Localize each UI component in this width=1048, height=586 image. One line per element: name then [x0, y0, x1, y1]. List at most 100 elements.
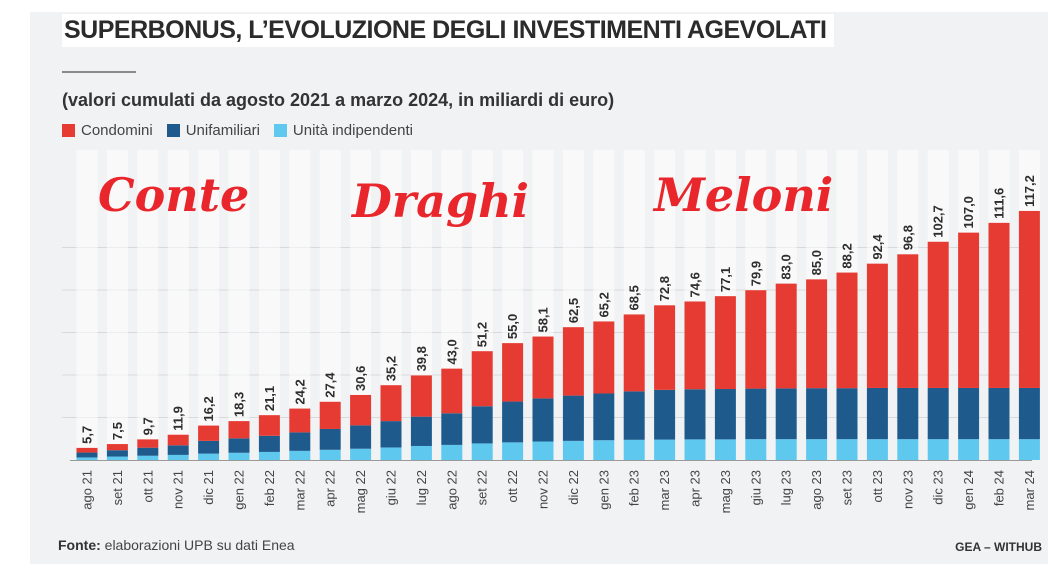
bar-segment-indipendenti: [1018, 439, 1040, 460]
column-background: [258, 150, 280, 460]
bar-segment-condomini: [714, 296, 736, 390]
column-background: [228, 150, 250, 460]
bar-value-label: 88,2: [840, 243, 855, 268]
bar-value-label: 85,0: [809, 250, 824, 275]
bar-segment-condomini: [654, 305, 676, 390]
bar-segment-indipendenti: [866, 439, 888, 460]
x-tick-label: lug 22: [414, 470, 429, 505]
bar-segment-condomini: [410, 375, 432, 417]
bar-segment-unifamiliari: [775, 388, 797, 440]
bar-segment-indipendenti: [289, 450, 311, 460]
bar-segment-indipendenti: [380, 447, 402, 460]
x-tick-label: feb 22: [262, 470, 277, 506]
x-tick-label: apr 22: [323, 470, 338, 507]
x-tick-label: mag 23: [718, 470, 733, 513]
bar-segment-condomini: [167, 434, 189, 446]
legend-item-unifamiliari: Unifamiliari: [166, 122, 260, 139]
overlay-label-draghi: Draghi: [352, 174, 530, 228]
x-tick-label: dic 21: [201, 470, 216, 505]
x-tick-label: nov 22: [536, 470, 551, 509]
bar-segment-indipendenti: [927, 439, 949, 460]
column-background: [137, 150, 159, 460]
x-tick-label: gen 23: [596, 470, 611, 510]
bar-segment-unifamiliari: [1018, 387, 1040, 440]
x-tick-label: dic 23: [931, 470, 946, 505]
legend-swatch-indipendenti: [273, 124, 287, 137]
bar-segment-unifamiliari: [745, 388, 767, 440]
bar-value-label: 111,6: [992, 188, 1007, 219]
bar-value-label: 72,8: [657, 276, 672, 301]
source-note: Fonte: elaborazioni UPB su dati Enea: [58, 537, 295, 553]
bar-segment-unifamiliari: [806, 388, 828, 440]
x-tick-label: apr 23: [688, 470, 703, 507]
bar-value-label: 79,9: [748, 261, 763, 286]
bar-segment-unifamiliari: [289, 432, 311, 451]
x-tick-label: feb 23: [627, 470, 642, 506]
legend-item-condomini: Condomini: [62, 122, 153, 139]
x-tick-label: ott 21: [140, 470, 155, 503]
bar-segment-unifamiliari: [441, 413, 463, 445]
bar-segment-condomini: [502, 343, 524, 402]
bar-value-label: 51,2: [475, 322, 490, 347]
bar-segment-indipendenti: [532, 441, 554, 460]
bar-segment-unifamiliari: [623, 391, 645, 440]
bar-segment-indipendenti: [471, 443, 493, 460]
x-tick-label: ott 22: [505, 470, 520, 503]
bar-segment-indipendenti: [502, 442, 524, 460]
source-label: Fonte:: [58, 537, 101, 553]
bar-value-label: 21,1: [262, 386, 277, 411]
overlay-label-meloni: Meloni: [654, 168, 834, 222]
bar-segment-condomini: [958, 232, 980, 388]
source-text: elaborazioni UPB su dati Enea: [104, 537, 295, 553]
bar-value-label: 74,6: [688, 272, 703, 297]
x-tick-label: ago 21: [80, 470, 95, 510]
bar-segment-indipendenti: [623, 439, 645, 460]
bar-value-label: 107,0: [961, 196, 976, 229]
bar-segment-indipendenti: [654, 439, 676, 460]
bar-segment-unifamiliari: [562, 395, 584, 441]
bar-value-label: 35,2: [384, 356, 399, 381]
bar-segment-indipendenti: [562, 440, 584, 460]
column-background: [289, 150, 311, 460]
bar-segment-unifamiliari: [532, 398, 554, 442]
overlay-label-conte: Conte: [98, 168, 250, 222]
bar-segment-unifamiliari: [897, 387, 919, 440]
chart-title: SUPERBONUS, L’EVOLUZIONE DEGLI INVESTIME…: [62, 14, 835, 47]
bar-segment-indipendenti: [775, 439, 797, 460]
bar-segment-unifamiliari: [319, 428, 341, 450]
legend-label-condomini: Condomini: [81, 122, 153, 139]
bar-value-label: 43,0: [444, 339, 459, 364]
title-divider: [62, 71, 136, 73]
bar-segment-indipendenti: [76, 457, 98, 460]
bar-segment-condomini: [775, 283, 797, 389]
bar-value-label: 55,0: [505, 314, 520, 339]
bar-segment-condomini: [836, 272, 858, 389]
bar-value-label: 65,2: [596, 292, 611, 317]
x-tick-label: mag 22: [353, 470, 368, 513]
x-tick-label: ago 23: [809, 470, 824, 510]
bar-segment-indipendenti: [441, 444, 463, 460]
bar-segment-unifamiliari: [380, 421, 402, 448]
bar-segment-condomini: [866, 263, 888, 388]
bar-segment-unifamiliari: [198, 440, 220, 454]
bar-segment-indipendenti: [198, 453, 220, 460]
x-tick-label: gen 24: [961, 470, 976, 510]
bar-segment-condomini: [258, 415, 280, 436]
legend-swatch-unifamiliari: [166, 124, 180, 137]
legend-label-indipendenti: Unità indipendenti: [292, 122, 413, 139]
bar-segment-condomini: [350, 394, 372, 426]
bar-segment-indipendenti: [137, 455, 159, 460]
bar-value-label: 24,2: [292, 379, 307, 404]
bar-segment-condomini: [198, 425, 220, 441]
bar-segment-unifamiliari: [593, 393, 615, 441]
bar-segment-condomini: [593, 321, 615, 394]
bar-segment-unifamiliari: [654, 389, 676, 440]
x-tick-label: set 22: [475, 470, 490, 505]
bar-value-label: 27,4: [323, 372, 338, 398]
bar-segment-condomini: [623, 314, 645, 392]
bar-segment-unifamiliari: [988, 387, 1010, 440]
legend-swatch-condomini: [62, 124, 75, 137]
bar-segment-condomini: [745, 290, 767, 389]
bar-value-label: 11,9: [171, 406, 186, 431]
bar-segment-condomini: [897, 254, 919, 388]
